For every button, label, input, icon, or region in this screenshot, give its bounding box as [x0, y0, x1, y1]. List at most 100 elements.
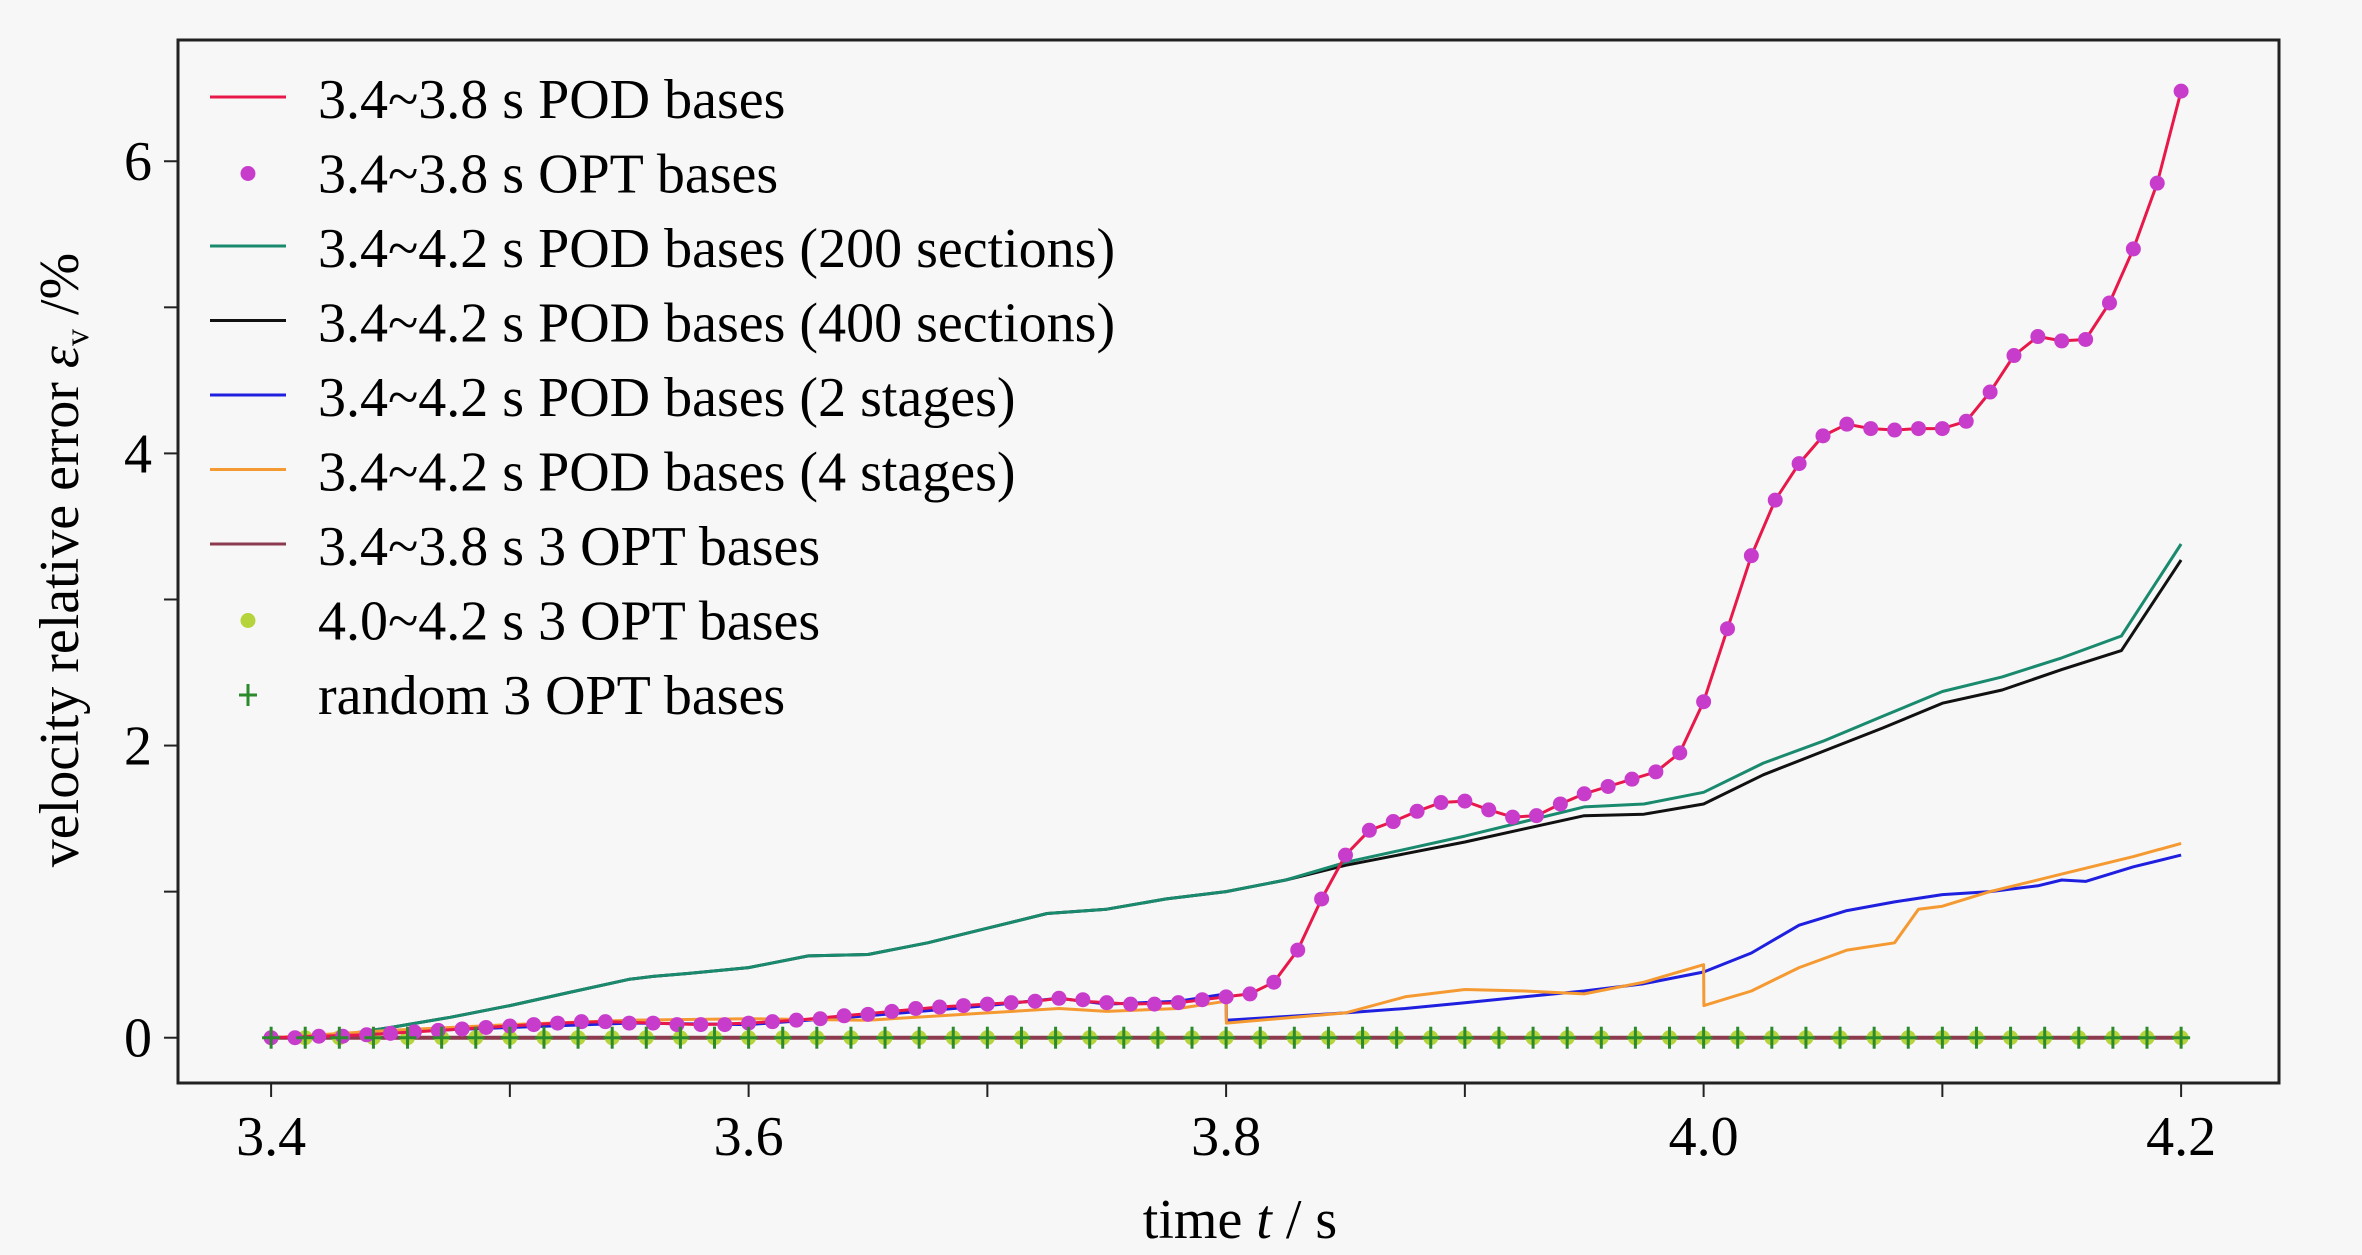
legend-item: random 3 OPT bases — [239, 665, 785, 727]
data-point — [1481, 802, 1497, 818]
data-point — [1762, 1026, 1781, 1049]
legend-item: 3.4~3.8 s 3 OPT bases — [210, 516, 820, 578]
data-point — [1796, 1026, 1815, 1049]
y-axis: 0 2 4 6 — [124, 131, 178, 1070]
data-point — [569, 1026, 588, 1049]
series-layer — [262, 83, 2191, 1049]
data-point — [1319, 1026, 1338, 1049]
data-point — [2078, 331, 2094, 347]
data-point — [1934, 421, 1950, 437]
data-point — [432, 1026, 451, 1049]
data-point — [1421, 1026, 1440, 1049]
data-point — [1576, 786, 1592, 802]
data-point — [1433, 795, 1449, 811]
y-axis-label-var: ε — [29, 345, 91, 368]
x-axis-label-var: t — [1256, 1189, 1273, 1251]
data-point — [1242, 986, 1258, 1002]
data-point — [1387, 1026, 1406, 1049]
data-point — [812, 1011, 828, 1027]
data-point — [597, 1014, 613, 1030]
data-point — [645, 1015, 661, 1031]
data-point — [1552, 796, 1568, 812]
legend-item: 3.4~4.2 s POD bases (2 stages) — [210, 367, 1016, 429]
data-point — [454, 1021, 470, 1037]
data-point — [1361, 822, 1377, 838]
data-point — [1217, 1026, 1236, 1049]
legend: 3.4~3.8 s POD bases 3.4~3.8 s OPT bases 3.… — [210, 69, 1115, 727]
data-point — [1910, 421, 1926, 437]
data-point — [876, 1026, 895, 1049]
data-point — [2103, 1026, 2122, 1049]
data-point — [908, 1001, 924, 1016]
series-random-3-opt-bases — [262, 1026, 2191, 1049]
data-point — [910, 1026, 929, 1049]
data-point — [1385, 814, 1401, 830]
x-tick-label: 4.0 — [1669, 1106, 1739, 1168]
data-point — [311, 1028, 327, 1044]
data-point — [1524, 1026, 1543, 1049]
legend-swatch-dot — [240, 613, 256, 628]
data-point — [1046, 1026, 1065, 1049]
data-point — [1409, 803, 1425, 819]
data-point — [2173, 83, 2189, 99]
legend-item: 4.0~4.2 s 3 OPT bases — [240, 591, 820, 653]
data-point — [398, 1026, 417, 1049]
y-tick-label: 2 — [124, 716, 152, 778]
data-point — [637, 1026, 656, 1049]
data-point — [1624, 771, 1640, 787]
data-point — [406, 1024, 422, 1040]
data-point — [669, 1017, 685, 1033]
data-point — [2001, 1026, 2020, 1049]
data-point — [534, 1026, 553, 1049]
data-point — [526, 1017, 542, 1033]
data-point — [1114, 1026, 1133, 1049]
x-axis-label-suffix: / s — [1272, 1189, 1337, 1251]
data-point — [2138, 1026, 2157, 1049]
data-point — [2125, 241, 2141, 257]
data-point — [705, 1026, 724, 1049]
x-axis-label: time t / s — [1143, 1189, 1337, 1251]
data-point — [330, 1026, 349, 1049]
data-point — [2149, 175, 2165, 191]
x-tick-label: 4.2 — [2146, 1106, 2216, 1168]
data-point — [1075, 992, 1091, 1008]
data-point — [1027, 993, 1043, 1009]
data-point — [739, 1026, 758, 1049]
data-point — [1728, 1026, 1747, 1049]
data-point — [573, 1014, 589, 1030]
data-point — [2054, 333, 2070, 349]
data-point — [1489, 1026, 1508, 1049]
data-point — [773, 1026, 792, 1049]
data-point — [550, 1015, 566, 1031]
data-point — [1743, 548, 1759, 564]
data-point — [2030, 329, 2046, 345]
data-point — [1672, 745, 1688, 761]
data-point — [1982, 384, 1998, 400]
legend-swatch-dot — [240, 166, 256, 181]
data-point — [2069, 1026, 2088, 1049]
data-point — [2172, 1026, 2191, 1049]
data-point — [717, 1017, 733, 1033]
data-point — [1863, 421, 1879, 437]
legend-label: 3.4~4.2 s POD bases (2 stages) — [318, 367, 1016, 429]
series-3-4-4-2-s-pod-bases-200-sections — [271, 543, 2183, 1040]
y-tick-label: 4 — [124, 423, 152, 485]
data-point — [287, 1030, 303, 1046]
x-axis-label-prefix: time — [1143, 1189, 1257, 1251]
data-point — [296, 1026, 315, 1049]
data-point — [1353, 1026, 1372, 1049]
data-point — [1592, 1026, 1611, 1049]
data-point — [1967, 1026, 1986, 1049]
data-point — [1218, 989, 1234, 1005]
legend-label: 3.4~4.2 s POD bases (400 sections) — [318, 293, 1115, 355]
data-point — [1791, 456, 1807, 472]
data-point — [1865, 1026, 1884, 1049]
data-point — [955, 998, 971, 1014]
data-point — [788, 1012, 804, 1028]
data-point — [603, 1026, 622, 1049]
legend-item: 3.4~3.8 s POD bases — [210, 69, 785, 131]
data-point — [860, 1006, 876, 1022]
data-point — [944, 1026, 963, 1049]
